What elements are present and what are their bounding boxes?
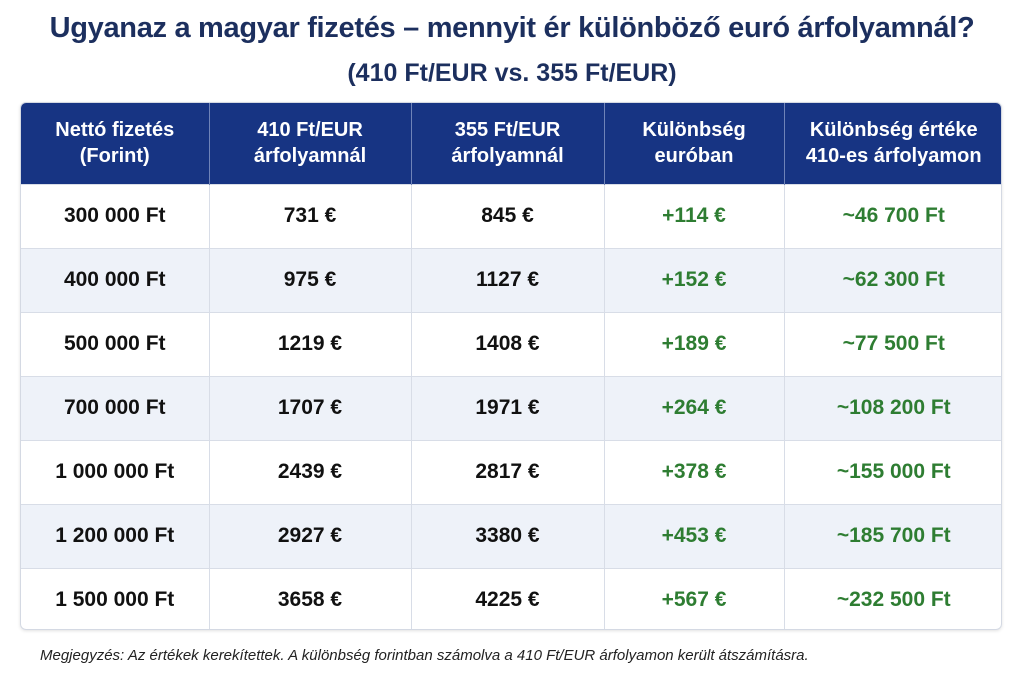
cell-rate-355: 1971 € [411,375,605,440]
table-row: 500 000 Ft 1219 €1408 € +189 € ~77 500 Ft [21,311,1001,376]
page-subtitle: (410 Ft/EUR vs. 355 Ft/EUR) [347,59,677,87]
cell-rate-410: 731 € [209,183,412,248]
cell-rate-410: 2927 € [209,503,412,568]
table-row: 300 000 Ft 731 €845 € +114 € ~46 700 Ft [21,183,1001,248]
header-rate-355: 355 Ft/EUR árfolyamnál [411,103,605,184]
cell-rate-410: 2439 € [209,439,412,504]
cell-net-salary: 700 000 Ft [21,375,210,440]
cell-rate-410: 3658 € [209,567,412,629]
cell-rate-355: 3380 € [411,503,605,568]
cell-diff-eur: +567 € [604,567,785,629]
cell-net-salary: 1 000 000 Ft [21,439,210,504]
cell-rate-355: 4225 € [411,567,605,629]
cell-diff-eur: +453 € [604,503,785,568]
cell-rate-410: 1707 € [209,375,412,440]
cell-diff-huf: ~62 300 Ft [784,247,1001,312]
footnote: Megjegyzés: Az értékek kerekítettek. A k… [40,647,809,664]
table-body: 300 000 Ft 731 €845 € +114 € ~46 700 Ft 400 … [21,183,1001,629]
header-diff-eur: Különbség euróban [604,103,785,184]
salary-table-container: Nettó fizetés (Forint) 410 Ft/EUR árfoly… [20,102,1002,630]
cell-diff-huf: ~155 000 Ft [784,439,1001,504]
cell-diff-huf: ~77 500 Ft [784,311,1001,376]
table-row: 1 000 000 Ft 2439 €2817 € +378 € ~155 000 F… [21,439,1001,504]
cell-diff-eur: +152 € [604,247,785,312]
cell-net-salary: 300 000 Ft [21,183,210,248]
table-row: 1 200 000 Ft 2927 €3380 € +453 € ~185 700 F… [21,503,1001,568]
cell-net-salary: 400 000 Ft [21,247,210,312]
cell-rate-410: 1219 € [209,311,412,376]
cell-diff-huf: ~46 700 Ft [784,183,1001,248]
header-rate-410: 410 Ft/EUR árfolyamnál [209,103,412,184]
header-diff-huf: Különbség értéke 410-es árfolyamon [784,103,1001,184]
table-header: Nettó fizetés (Forint) 410 Ft/EUR árfoly… [21,103,1001,184]
cell-diff-huf: ~185 700 Ft [784,503,1001,568]
cell-net-salary: 500 000 Ft [21,311,210,376]
table-row: 400 000 Ft 975 €1127 € +152 € ~62 300 Ft [21,247,1001,312]
cell-rate-355: 1127 € [411,247,605,312]
header-row: Nettó fizetés (Forint) 410 Ft/EUR árfoly… [21,103,1001,184]
cell-diff-eur: +378 € [604,439,785,504]
cell-rate-355: 2817 € [411,439,605,504]
salary-table: Nettó fizetés (Forint) 410 Ft/EUR árfoly… [21,103,1001,629]
table-row: 700 000 Ft 1707 €1971 € +264 € ~108 200 Ft [21,375,1001,440]
cell-diff-eur: +114 € [604,183,785,248]
cell-rate-355: 1408 € [411,311,605,376]
cell-net-salary: 1 200 000 Ft [21,503,210,568]
cell-diff-eur: +189 € [604,311,785,376]
cell-diff-huf: ~108 200 Ft [784,375,1001,440]
cell-net-salary: 1 500 000 Ft [21,567,210,629]
page-title: Ugyanaz a magyar fizetés – mennyit ér kü… [49,12,975,44]
cell-diff-huf: ~232 500 Ft [784,567,1001,629]
table-row: 1 500 000 Ft 3658 €4225 € +567 € ~232 500 F… [21,567,1001,629]
header-net-salary: Nettó fizetés (Forint) [21,103,210,184]
cell-diff-eur: +264 € [604,375,785,440]
cell-rate-410: 975 € [209,247,412,312]
cell-rate-355: 845 € [411,183,605,248]
